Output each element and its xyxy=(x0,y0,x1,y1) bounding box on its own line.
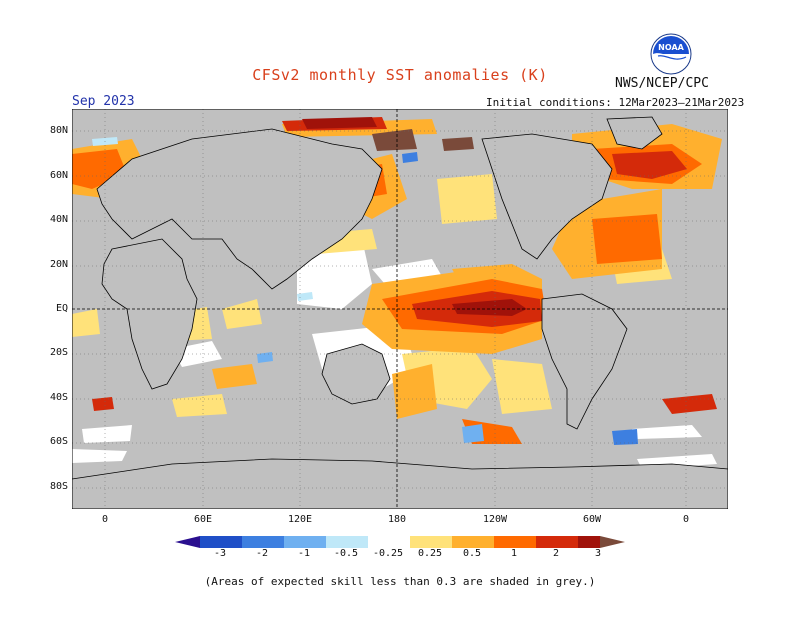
lat-label: 40S xyxy=(49,392,68,403)
svg-text:NOAA: NOAA xyxy=(658,43,684,52)
colorbar-label: -0.5 xyxy=(333,548,359,559)
initial-conditions: Initial conditions: 12Mar2023–21Mar2023 xyxy=(486,96,745,109)
colorbar-label: -2 xyxy=(255,548,269,559)
color-swatch xyxy=(368,536,410,548)
colorbar-label: -1 xyxy=(297,548,311,559)
lat-label: 80S xyxy=(49,481,68,492)
lon-label: 0 xyxy=(101,514,109,525)
skill-footnote: (Areas of expected skill less than 0.3 a… xyxy=(204,575,596,588)
map-title: CFSv2 monthly SST anomalies (K) xyxy=(252,66,548,84)
lon-label: 120E xyxy=(287,514,313,525)
anomaly-3-regions xyxy=(302,117,527,316)
colorbar-label: 0.25 xyxy=(417,548,443,559)
color-swatch xyxy=(578,536,600,548)
lat-label: 80N xyxy=(49,125,68,136)
color-swatch xyxy=(200,536,242,548)
color-swatch xyxy=(600,536,625,548)
color-swatch xyxy=(410,536,452,548)
colorbar-label: 1 xyxy=(510,548,518,559)
lon-label: 60E xyxy=(193,514,213,525)
agency-label: NWS/NCEP/CPC xyxy=(615,76,709,91)
lat-label: EQ xyxy=(55,303,68,314)
color-swatch xyxy=(452,536,494,548)
color-swatch xyxy=(326,536,368,548)
anomaly-above-3-regions xyxy=(372,129,474,151)
lat-label: 60N xyxy=(49,170,68,181)
colorbar-label: 0.5 xyxy=(462,548,482,559)
lat-label: 20N xyxy=(49,259,68,270)
noaa-logo: NOAA xyxy=(650,33,692,75)
continent-outlines xyxy=(72,116,728,509)
lon-label: 60W xyxy=(582,514,602,525)
lat-label: 60S xyxy=(49,436,68,447)
lon-label: 120W xyxy=(482,514,508,525)
colorbar-label: -3 xyxy=(213,548,227,559)
sst-anomaly-map xyxy=(72,109,728,509)
lon-label: 180 xyxy=(387,514,407,525)
colorbar-label: 2 xyxy=(552,548,560,559)
colorbar-label: 3 xyxy=(594,548,602,559)
reference-lines xyxy=(72,109,728,509)
colorbar-label: -0.25 xyxy=(372,548,404,559)
color-swatch xyxy=(536,536,578,548)
color-swatch xyxy=(242,536,284,548)
color-swatch xyxy=(175,536,200,548)
forecast-month: Sep 2023 xyxy=(72,94,135,109)
lat-label: 40N xyxy=(49,214,68,225)
color-scale xyxy=(175,536,625,548)
lon-label: 0 xyxy=(682,514,690,525)
color-swatch xyxy=(494,536,536,548)
lat-label: 20S xyxy=(49,347,68,358)
color-swatch xyxy=(284,536,326,548)
